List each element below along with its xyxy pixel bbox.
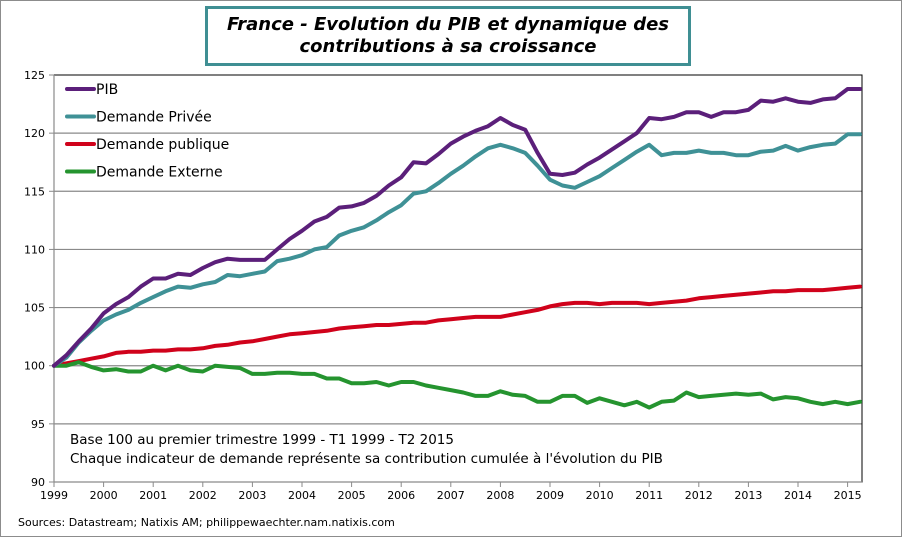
x-tick-label: 2008	[486, 489, 514, 502]
legend-label: Demande Privée	[96, 110, 212, 126]
series-line-demande-privee	[52, 132, 862, 368]
x-tick-label: 2010	[586, 489, 614, 502]
chart-title-line-2: contributions à sa croissance	[299, 36, 597, 57]
y-tick-label: 115	[24, 185, 45, 198]
chart-title-line-1: France - Evolution du PIB et dynamique d…	[226, 14, 670, 35]
source-text: Sources: Datastream; Natixis AM; philipp…	[18, 516, 395, 529]
legend-item: Demande Externe	[65, 165, 223, 181]
x-tick-label: 2007	[437, 489, 465, 502]
legend-item: PIB	[65, 82, 118, 98]
legend-item: Demande Privée	[65, 110, 212, 126]
x-tick-label: 2002	[189, 489, 217, 502]
series-line-pib	[52, 87, 862, 368]
x-tick-label: 2000	[90, 489, 118, 502]
x-tick-label: 2015	[834, 489, 862, 502]
y-tick-label: 105	[24, 302, 45, 315]
x-tick-label: 2001	[139, 489, 167, 502]
x-tick-label: 2003	[238, 489, 266, 502]
y-tick-label: 95	[31, 418, 45, 431]
y-tick-label: 110	[24, 243, 45, 256]
x-tick-label: 2012	[685, 489, 713, 502]
x-tick-label: 1999	[40, 489, 68, 502]
chart-title-box: France - Evolution du PIB et dynamique d…	[205, 6, 691, 66]
x-tick-label: 2009	[536, 489, 564, 502]
y-tick-label: 125	[24, 69, 45, 82]
y-tick-label: 100	[24, 360, 45, 373]
x-tick-label: 2014	[784, 489, 812, 502]
legend: PIB Demande Privée Demande publique Demande…	[65, 82, 229, 181]
axes: 90 95 100 105 110 115 120 125 1999 2000 2001 2002 20…	[24, 69, 862, 502]
x-tick-label: 2004	[288, 489, 316, 502]
x-tick-label: 2013	[734, 489, 762, 502]
legend-item: Demande publique	[65, 137, 229, 153]
series-line-demande-externe	[52, 360, 862, 410]
series-line-demande-publique	[52, 284, 862, 368]
x-tick-label: 2011	[635, 489, 663, 502]
y-tick-label: 120	[24, 127, 45, 140]
series-lines	[52, 87, 862, 410]
x-tick-label: 2006	[387, 489, 415, 502]
note-contribution: Chaque indicateur de demande représente …	[70, 451, 663, 467]
legend-label: Demande Externe	[96, 165, 223, 181]
note-base: Base 100 au premier trimestre 1999 - T1 …	[70, 432, 454, 448]
gridlines	[54, 132, 862, 425]
legend-label: PIB	[96, 82, 118, 98]
legend-label: Demande publique	[96, 137, 229, 153]
x-tick-label: 2005	[338, 489, 366, 502]
y-tick-label: 90	[31, 476, 45, 489]
